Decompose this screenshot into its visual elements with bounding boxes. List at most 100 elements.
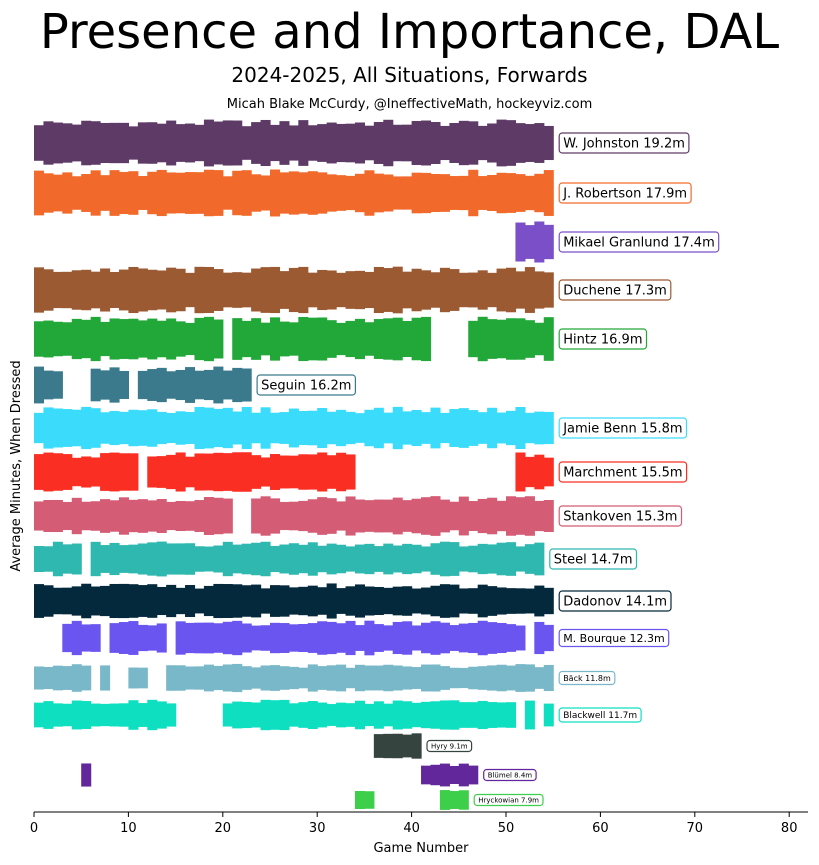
game-bar bbox=[118, 583, 129, 619]
game-bar bbox=[137, 703, 148, 727]
game-bar bbox=[345, 703, 356, 727]
game-bar bbox=[279, 623, 290, 653]
game-bar bbox=[354, 791, 365, 810]
chart-title: Presence and Importance, DAL bbox=[39, 4, 780, 60]
game-bar bbox=[487, 702, 498, 728]
game-bar bbox=[232, 318, 243, 360]
game-bar bbox=[194, 172, 205, 214]
game-bar bbox=[468, 320, 479, 358]
game-bar bbox=[477, 666, 488, 690]
game-bar bbox=[81, 665, 92, 691]
game-bar bbox=[345, 271, 356, 309]
game-bar bbox=[364, 665, 375, 691]
game-bar bbox=[383, 625, 394, 651]
game-bar bbox=[222, 272, 233, 308]
game-bar bbox=[524, 412, 535, 444]
game-bar bbox=[487, 407, 498, 449]
game-bar bbox=[524, 320, 535, 358]
game-bar bbox=[534, 173, 545, 213]
game-bar bbox=[430, 585, 441, 617]
game-bar bbox=[251, 455, 262, 489]
game-bar bbox=[251, 667, 262, 689]
game-bar bbox=[477, 584, 488, 618]
game-bar bbox=[345, 586, 356, 616]
game-bar bbox=[458, 702, 469, 728]
game-bar bbox=[203, 407, 214, 449]
game-bar bbox=[270, 454, 281, 490]
player-label-text: J. Robertson 17.9m bbox=[562, 187, 687, 202]
game-bar bbox=[147, 409, 158, 447]
game-bar bbox=[515, 222, 526, 262]
game-bar bbox=[90, 271, 101, 309]
game-bar bbox=[194, 406, 205, 450]
game-bar bbox=[90, 170, 101, 216]
game-bar bbox=[534, 585, 545, 617]
game-bar bbox=[487, 272, 498, 308]
game-bar bbox=[336, 702, 347, 728]
game-bar bbox=[543, 272, 554, 308]
game-bar bbox=[241, 666, 252, 690]
game-bar bbox=[166, 413, 177, 443]
game-bar bbox=[270, 412, 281, 444]
game-bar bbox=[279, 699, 290, 731]
game-bar bbox=[118, 622, 129, 654]
game-bar bbox=[439, 700, 450, 730]
game-bar bbox=[354, 173, 365, 213]
game-bar bbox=[100, 585, 111, 617]
game-bar bbox=[137, 667, 148, 689]
game-bar bbox=[232, 584, 243, 618]
game-bar bbox=[241, 406, 252, 450]
player-band bbox=[373, 733, 422, 759]
x-tick-label: 10 bbox=[120, 821, 137, 836]
game-bar bbox=[336, 272, 347, 308]
game-bar bbox=[468, 765, 479, 785]
game-bar bbox=[326, 320, 337, 358]
game-bar bbox=[383, 499, 394, 533]
game-bar bbox=[402, 543, 413, 575]
game-bar bbox=[156, 169, 167, 217]
game-bar bbox=[147, 269, 158, 311]
game-bar bbox=[175, 124, 186, 162]
game-bar bbox=[118, 453, 129, 491]
game-bar bbox=[534, 542, 545, 576]
player-label-text: Hintz 16.9m bbox=[563, 333, 642, 348]
game-bar bbox=[156, 586, 167, 616]
player-band bbox=[34, 366, 252, 404]
game-bar bbox=[175, 321, 186, 357]
game-bar bbox=[90, 501, 101, 531]
game-bar bbox=[260, 625, 271, 651]
game-bar bbox=[175, 452, 186, 492]
game-bar bbox=[166, 371, 177, 399]
game-bar bbox=[128, 318, 139, 360]
game-bar bbox=[100, 703, 111, 727]
game-bar bbox=[194, 453, 205, 491]
game-bar bbox=[62, 501, 73, 531]
game-bar bbox=[270, 700, 281, 730]
player-label-text: Steel 14.7m bbox=[554, 553, 633, 568]
game-bar bbox=[298, 172, 309, 214]
game-bar bbox=[506, 665, 517, 691]
game-bar bbox=[439, 584, 450, 618]
game-bar bbox=[392, 124, 403, 162]
game-bar bbox=[251, 498, 262, 534]
game-bar bbox=[411, 544, 422, 574]
game-bar bbox=[477, 620, 488, 656]
game-bar bbox=[439, 541, 450, 577]
game-bar bbox=[90, 121, 101, 165]
game-bar bbox=[185, 412, 196, 444]
game-bar bbox=[402, 666, 413, 690]
game-bar bbox=[194, 666, 205, 690]
game-bar bbox=[100, 122, 111, 164]
game-bar bbox=[345, 496, 356, 536]
game-bar bbox=[213, 170, 224, 216]
game-bar bbox=[279, 544, 290, 574]
player-band bbox=[34, 496, 554, 536]
game-bar bbox=[100, 268, 111, 312]
game-bar bbox=[373, 499, 384, 533]
game-bar bbox=[147, 456, 158, 488]
game-bar bbox=[203, 453, 214, 491]
game-bar bbox=[430, 701, 441, 729]
game-bar bbox=[71, 457, 82, 487]
game-bar bbox=[402, 321, 413, 357]
game-bar bbox=[90, 586, 101, 616]
